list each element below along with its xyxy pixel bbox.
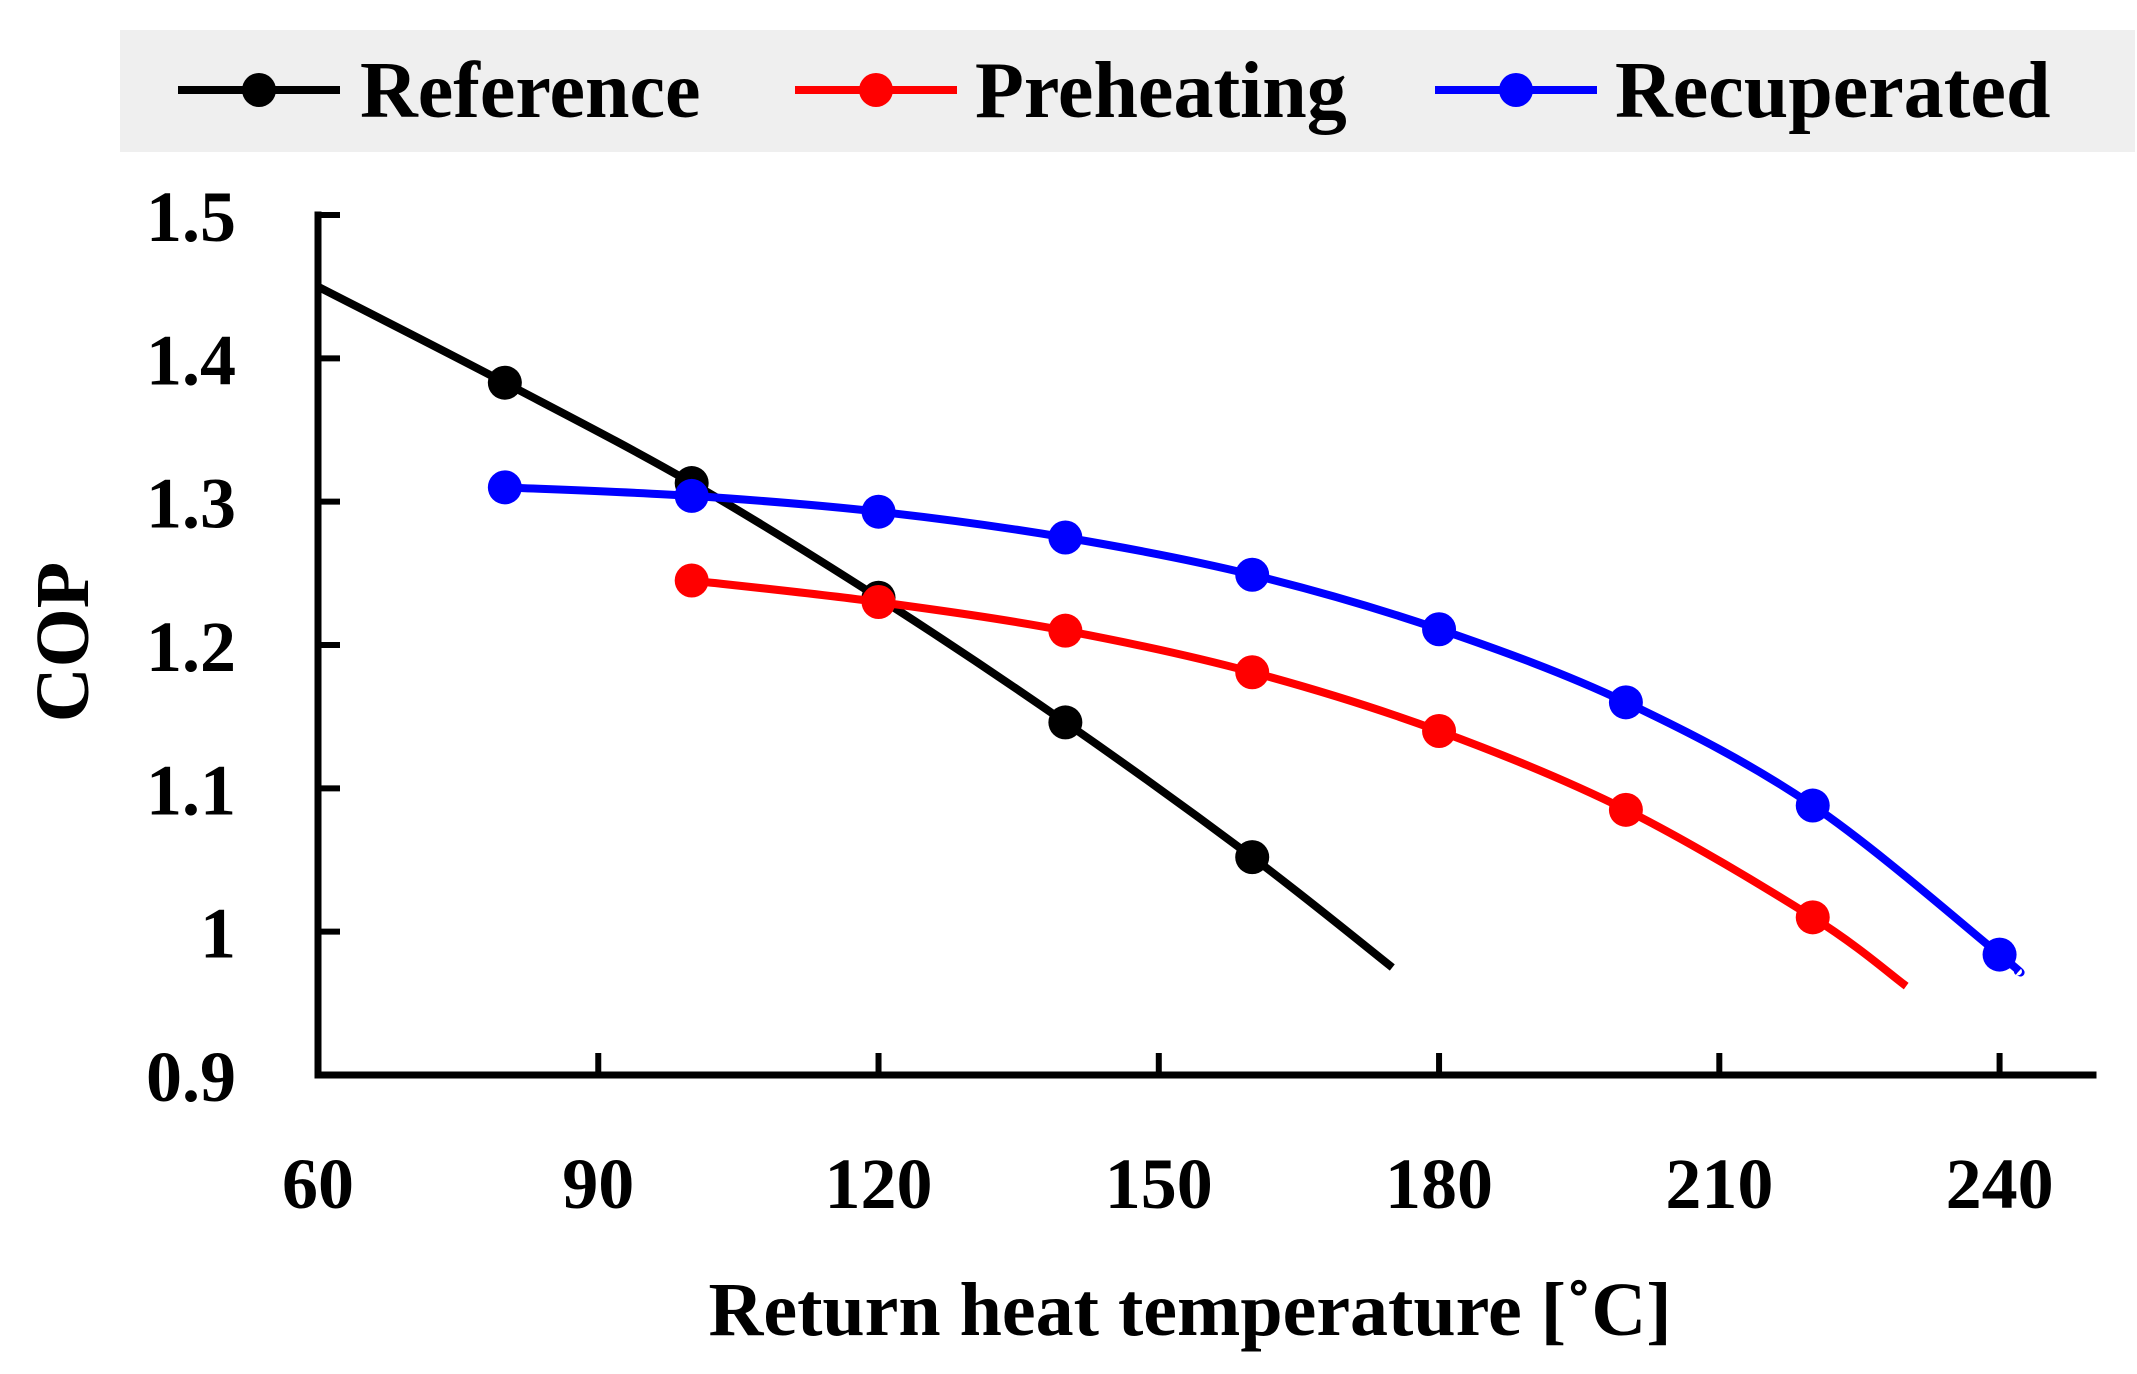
y-tick-label: 1.4 bbox=[146, 320, 236, 400]
x-tick-label: 180 bbox=[1385, 1144, 1493, 1224]
data-point-preheating bbox=[674, 563, 709, 598]
data-point-preheating bbox=[1422, 714, 1457, 748]
y-tick-label: 1 bbox=[200, 894, 236, 974]
series-recuperated bbox=[487, 470, 2025, 977]
legend-marker-reference bbox=[242, 73, 276, 107]
series-line-recuperated bbox=[504, 483, 2025, 977]
data-point-preheating bbox=[1235, 655, 1270, 690]
series-reference bbox=[316, 283, 1395, 971]
data-point-reference bbox=[1048, 705, 1083, 740]
x-tick-label: 120 bbox=[825, 1144, 933, 1224]
data-point-recuperated bbox=[1048, 520, 1083, 555]
y-tick-label: 1.5 bbox=[146, 177, 236, 257]
series-layer bbox=[316, 283, 2025, 990]
series-preheating bbox=[674, 563, 1909, 990]
axes: 60 90 120 150 180 210 240 0.9 1 1.1 1.2 1.3 1.4 1.5 bbox=[146, 177, 2097, 1224]
x-tick-label: 90 bbox=[562, 1144, 634, 1224]
data-point-preheating bbox=[1795, 900, 1830, 935]
legend-label-reference: Reference bbox=[360, 47, 701, 135]
x-tick-label: 60 bbox=[282, 1144, 354, 1224]
legend-box bbox=[120, 30, 2135, 152]
legend-marker-preheating bbox=[859, 73, 893, 107]
data-point-recuperated bbox=[1422, 612, 1457, 647]
data-point-reference bbox=[1235, 840, 1270, 875]
legend-marker-recuperated bbox=[1499, 73, 1533, 107]
data-point-recuperated bbox=[1982, 937, 2017, 972]
data-point-recuperated bbox=[1608, 685, 1643, 720]
data-point-reference bbox=[487, 365, 522, 400]
series-line-preheating bbox=[691, 576, 1909, 990]
y-tick-label: 1.2 bbox=[146, 607, 236, 687]
data-point-preheating bbox=[1048, 613, 1083, 648]
x-tick-label: 150 bbox=[1105, 1144, 1213, 1224]
legend-label-preheating: Preheating bbox=[975, 47, 1347, 135]
x-axis-title: Return heat temperature [˚C] bbox=[708, 1268, 1671, 1352]
data-point-recuperated bbox=[1235, 557, 1270, 592]
data-point-recuperated bbox=[674, 478, 709, 513]
series-line-reference bbox=[316, 283, 1395, 971]
y-axis-title: COP bbox=[21, 562, 105, 722]
legend: Reference Preheating Recuperated bbox=[178, 47, 2050, 135]
y-tick-label: 0.9 bbox=[146, 1037, 236, 1117]
data-point-recuperated bbox=[861, 494, 896, 529]
x-tick-label: 240 bbox=[1946, 1144, 2054, 1224]
data-point-recuperated bbox=[487, 470, 522, 505]
data-point-preheating bbox=[861, 585, 896, 619]
data-point-recuperated bbox=[1795, 788, 1830, 823]
y-tick-label: 1.3 bbox=[146, 464, 236, 544]
x-tick-label: 210 bbox=[1665, 1144, 1773, 1224]
legend-label-recuperated: Recuperated bbox=[1615, 47, 2050, 135]
y-tick-label: 1.1 bbox=[146, 750, 236, 830]
data-point-preheating bbox=[1608, 792, 1643, 827]
